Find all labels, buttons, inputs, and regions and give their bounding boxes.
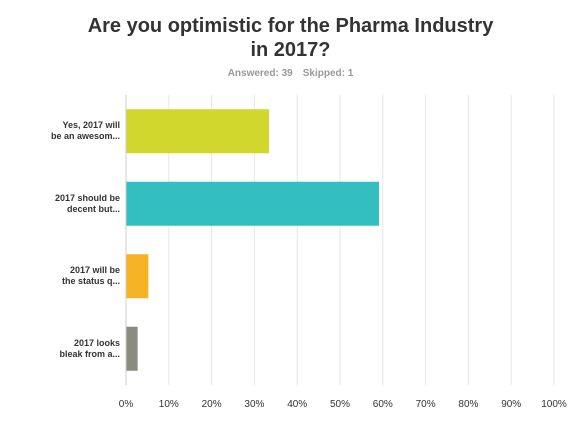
x-tick-label: 10%: [159, 399, 179, 410]
category-label-line: the status q...: [61, 276, 120, 287]
x-tick-label: 80%: [458, 399, 478, 410]
x-tick-label: 90%: [501, 399, 521, 410]
category-label-line: decent but...: [66, 203, 120, 214]
category-label: 2017 looks bleak from a...: [20, 338, 120, 360]
bar[interactable]: [126, 326, 138, 371]
category-label-line: 2017 should be: [54, 192, 120, 203]
x-tick-label: 70%: [416, 399, 436, 410]
category-label-line: be an awesom...: [50, 131, 120, 142]
chart-title: Are you optimistic for the Pharma Indust…: [0, 14, 581, 62]
category-label: 2017 should be decent but...: [20, 193, 120, 215]
x-tick-label: 40%: [287, 399, 307, 410]
category-label: 2017 will be the status q...: [20, 265, 120, 287]
bar[interactable]: [126, 181, 380, 226]
category-label-line: Yes, 2017 will: [62, 120, 120, 131]
category-label: Yes, 2017 will be an awesom...: [20, 120, 120, 142]
x-tick-label: 0%: [119, 399, 134, 410]
bar[interactable]: [126, 109, 270, 154]
x-tick-label: 30%: [244, 399, 264, 410]
bar[interactable]: [126, 254, 149, 299]
x-tick-label: 60%: [373, 399, 393, 410]
category-label-line: 2017 looks: [73, 337, 120, 348]
x-tick-label: 100%: [541, 399, 567, 410]
x-tick-label: 50%: [330, 399, 350, 410]
x-tick-label: 20%: [202, 399, 222, 410]
response-stats: Answered: 39 Skipped: 1: [0, 68, 581, 79]
answered-count: Answered: 39: [227, 68, 293, 79]
category-label-line: bleak from a...: [59, 348, 120, 359]
chart-title-line-1: Are you optimistic for the Pharma Indust…: [87, 15, 494, 37]
chart-title-line-2: in 2017?: [250, 39, 331, 61]
skipped-count: Skipped: 1: [302, 68, 354, 79]
category-label-line: 2017 will be: [69, 265, 120, 276]
